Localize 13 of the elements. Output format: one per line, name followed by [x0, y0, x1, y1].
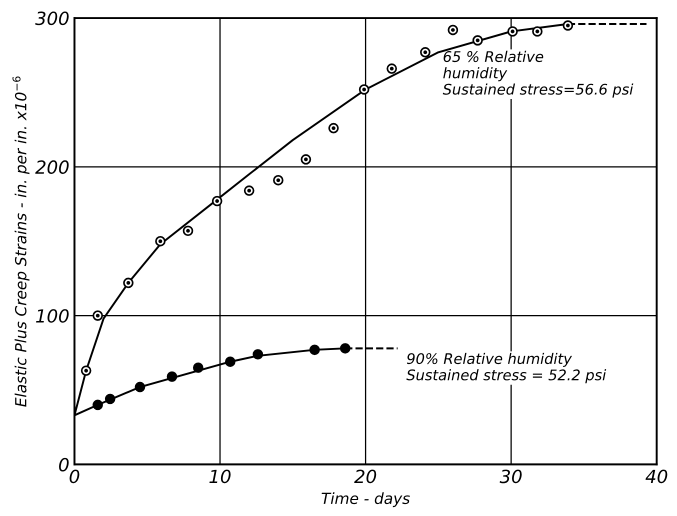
y-axis-title: Elastic Plus Creep Strains - in. per in. x10$^{−6}$: [12, 76, 30, 407]
x-tick-label: 0: [70, 470, 80, 484]
x-tick-label: 30: [500, 470, 522, 484]
x-tick-label: 40: [646, 470, 668, 484]
y-tick-label: 100: [36, 309, 69, 323]
x-tick-label: 20: [354, 470, 376, 484]
annotation: 65 % Relative humidity Sustained stress=56.6 psi: [442, 50, 634, 98]
y-tick-label: 200: [35, 160, 69, 174]
y-tick-label: 0: [59, 458, 69, 472]
x-tick-label: 10: [209, 470, 231, 484]
annotation: 90% Relative humidity Sustained stress = 52.2 psi: [406, 352, 606, 384]
x-axis-title: Time - days: [322, 492, 410, 508]
y-tick-label: 300: [35, 12, 69, 26]
